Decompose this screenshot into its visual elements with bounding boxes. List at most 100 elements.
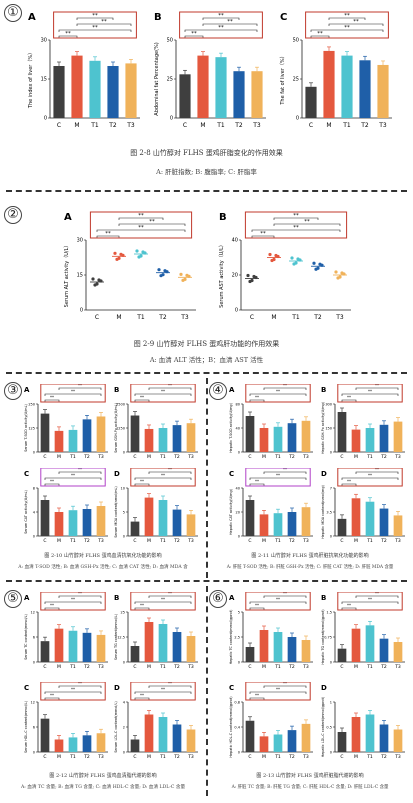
bar-M <box>259 428 269 452</box>
x-tick-label: M <box>57 664 61 670</box>
significance-label: ** <box>368 473 372 478</box>
point-M <box>274 253 278 258</box>
x-tick-label: C <box>250 314 254 321</box>
significance-bracket <box>134 399 150 402</box>
significance-bracket <box>249 483 265 486</box>
section-number: ② <box>4 206 22 224</box>
y-tick-label: 40 <box>236 427 240 431</box>
x-tick-label: C <box>340 754 343 760</box>
x-tick-label: C <box>248 664 251 670</box>
x-tick-label: M <box>147 454 151 460</box>
significance-bracket <box>273 217 319 220</box>
section-5: ⑤ A Serum TC content(mmol/L) 0 6 12 C M T1 T2 T3 *… <box>0 586 206 803</box>
chart-1B: B Abdominal fat Percentage(%) 0 25 50 C M T1 T2 T… <box>154 11 266 129</box>
bar-M <box>351 628 361 662</box>
significance-label: ** <box>191 31 197 37</box>
bar-T3 <box>96 634 106 662</box>
y-axis-label: Hepatic GSH-Px activity(U/mg) <box>321 401 325 454</box>
significance-label: ** <box>161 687 165 692</box>
bar-T2 <box>287 730 297 752</box>
y-tick-label: 0.8 <box>234 701 240 705</box>
y-tick-label: 20 <box>232 273 238 279</box>
chart-3A: A Serum T-SOD activity(U/mL) 0 125 250 C M T1 T2… <box>24 384 108 460</box>
x-tick-label: T1 <box>69 454 76 460</box>
y-axis-label: Abdominal fat Percentage(%) <box>154 42 160 116</box>
y-axis-label: Hepatic CAT activity(U/mg) <box>229 488 233 535</box>
significance-label: ** <box>227 19 233 25</box>
y-tick-label: 4 <box>33 511 36 515</box>
x-tick-label: T2 <box>108 122 117 129</box>
highlight-box <box>244 211 348 239</box>
bar-T1 <box>273 734 283 752</box>
significance-label: ** <box>255 395 259 400</box>
significance-bracket <box>148 685 192 688</box>
bar-T1 <box>68 630 78 662</box>
significance-label: ** <box>304 219 310 225</box>
significance-label: ** <box>344 25 350 31</box>
bar-M <box>351 429 361 452</box>
significance-bracket <box>263 387 307 390</box>
bar-T2 <box>379 724 389 752</box>
significance-bracket <box>249 607 265 610</box>
significance-bracket <box>249 601 307 604</box>
bar-T2 <box>107 66 119 118</box>
significance-label: ** <box>368 389 372 394</box>
bar-M <box>197 55 209 118</box>
bar-M <box>351 717 361 752</box>
x-tick-label: C <box>248 538 251 544</box>
bar-T3 <box>393 729 403 752</box>
significance-label: ** <box>101 19 107 25</box>
significance-bracket <box>148 387 192 390</box>
highlight-box <box>89 211 193 239</box>
highlight-box <box>40 384 106 403</box>
significance-label: ** <box>50 603 54 608</box>
significance-bracket <box>249 477 307 480</box>
y-tick-label: 7 <box>330 487 332 491</box>
x-tick-label: T3 <box>187 538 194 544</box>
divider <box>6 372 407 374</box>
significance-label: ** <box>92 25 98 31</box>
x-tick-label: M <box>147 664 151 670</box>
x-tick-label: T3 <box>97 538 104 544</box>
bar-M <box>54 512 64 536</box>
point-T2 <box>318 262 322 266</box>
significance-bracket <box>355 471 399 474</box>
chart-4A: A Hepatic T-SOD activity(U/mg) 0 40 80 C M T1 T2… <box>229 384 313 460</box>
significance-bracket <box>249 399 265 402</box>
point-T2 <box>159 274 163 278</box>
significance-bracket <box>118 223 186 226</box>
figure-subcaption: A: 肝脏指数; B: 腹脂率; C: 肝脂率 <box>156 168 257 176</box>
y-axis-label: Serum LDL-C content(mmol/L) <box>114 701 118 753</box>
x-tick-label: T3 <box>97 664 104 670</box>
significance-bracket <box>273 223 341 226</box>
x-tick-label: C <box>57 122 61 129</box>
x-tick-label: T2 <box>380 664 387 670</box>
chart-4C: C Hepatic CAT activity(U/mg) 0 20 40 C M T1 T2 T3… <box>229 468 313 544</box>
x-tick-label: C <box>183 122 187 129</box>
bar-T1 <box>68 429 78 452</box>
bar-C <box>179 74 191 118</box>
significance-bracket <box>328 17 366 20</box>
highlight-box <box>40 468 106 487</box>
divider-vertical <box>206 586 208 796</box>
x-tick-label: C <box>340 664 343 670</box>
y-tick-label: 12 <box>31 611 35 615</box>
bar-T2 <box>287 637 297 662</box>
x-tick-label: T1 <box>216 122 225 129</box>
x-tick-label: M <box>354 538 358 544</box>
panel-letter: C <box>24 470 29 478</box>
bar-C <box>40 641 50 662</box>
panel-letter: A <box>64 212 72 223</box>
y-tick-label: 5 <box>238 611 240 615</box>
significance-bracket <box>355 387 399 390</box>
x-tick-label: T2 <box>173 538 180 544</box>
x-tick-label: M <box>57 754 61 760</box>
significance-bracket <box>134 393 192 396</box>
y-tick-label: 0 <box>238 661 240 665</box>
x-tick-label: T3 <box>302 454 309 460</box>
figure-caption: 图 2-8 山竹醇对 FLHS 蛋鸡肝脂变化的作用效果 <box>130 149 283 157</box>
bar-C <box>337 648 347 662</box>
significance-label: ** <box>168 592 172 596</box>
y-axis-label: Serum MDA content(nmol/mL) <box>114 486 118 538</box>
significance-label: ** <box>353 19 359 25</box>
